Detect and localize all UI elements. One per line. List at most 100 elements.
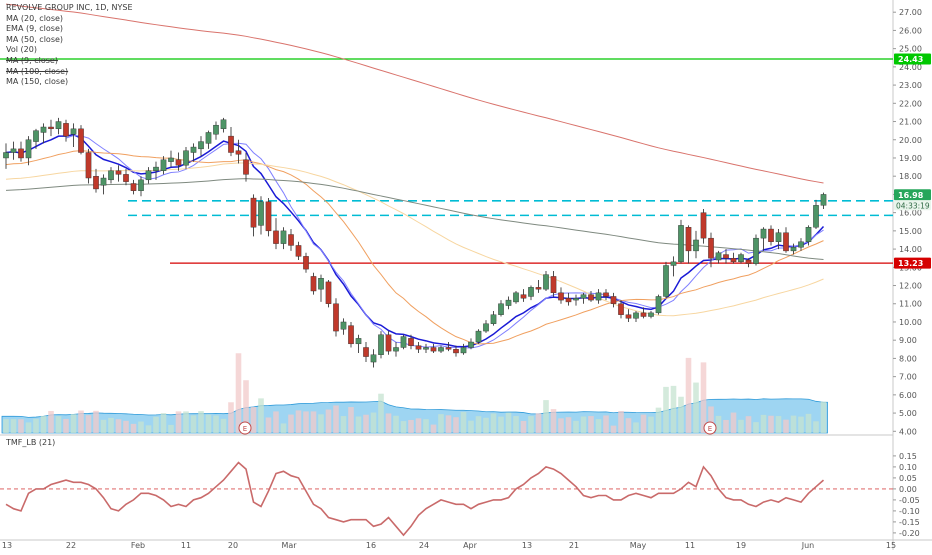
- candle-body[interactable]: [3, 152, 9, 159]
- candle-body[interactable]: [378, 334, 384, 355]
- candle-body[interactable]: [610, 296, 617, 304]
- candle-body[interactable]: [775, 232, 782, 242]
- candle-body[interactable]: [640, 312, 647, 317]
- candle-body[interactable]: [355, 338, 362, 345]
- earnings-marker[interactable]: [703, 421, 717, 435]
- candle-body[interactable]: [595, 292, 602, 301]
- candle-body[interactable]: [363, 347, 369, 357]
- candle-body[interactable]: [423, 347, 429, 350]
- tmf-line[interactable]: [5, 461, 825, 537]
- candle-body[interactable]: [40, 126, 47, 133]
- candle-body[interactable]: [723, 254, 729, 259]
- candle-body[interactable]: [273, 230, 279, 244]
- candle-body[interactable]: [340, 321, 347, 330]
- candle-body[interactable]: [430, 347, 437, 352]
- candle-body[interactable]: [10, 148, 17, 153]
- ma-150-line[interactable]: [5, 3, 824, 184]
- candle-body[interactable]: [633, 312, 639, 319]
- candle-body[interactable]: [738, 254, 744, 263]
- candle-body[interactable]: [535, 287, 542, 290]
- candle-body[interactable]: [333, 303, 339, 332]
- candle-body[interactable]: [655, 296, 662, 314]
- candle-body[interactable]: [543, 274, 549, 290]
- candle-body[interactable]: [198, 141, 204, 150]
- candle-body[interactable]: [663, 265, 669, 297]
- candle-body[interactable]: [370, 354, 377, 363]
- candle-body[interactable]: [580, 294, 587, 299]
- candle-body[interactable]: [280, 230, 287, 244]
- candle-body[interactable]: [565, 298, 572, 303]
- candle-body[interactable]: [295, 245, 302, 257]
- candle-body[interactable]: [768, 228, 774, 242]
- candle-body[interactable]: [78, 128, 84, 153]
- candle-body[interactable]: [70, 128, 77, 135]
- candle-body[interactable]: [258, 201, 264, 226]
- candle-body[interactable]: [618, 303, 624, 315]
- candle-body[interactable]: [745, 259, 752, 264]
- candle-body[interactable]: [558, 292, 564, 301]
- candle-body[interactable]: [228, 135, 234, 153]
- candle-body[interactable]: [220, 119, 227, 130]
- candle-body[interactable]: [63, 123, 69, 137]
- earnings-marker[interactable]: [238, 421, 252, 435]
- candle-body[interactable]: [730, 257, 737, 263]
- candle-body[interactable]: [415, 345, 422, 350]
- candle-body[interactable]: [408, 338, 414, 346]
- candle-body[interactable]: [48, 126, 54, 130]
- candle-body[interactable]: [783, 232, 789, 252]
- candle-body[interactable]: [528, 287, 534, 297]
- legend-ma20[interactable]: MA (20, close): [6, 13, 64, 23]
- candle-body[interactable]: [153, 166, 159, 171]
- candle-body[interactable]: [588, 294, 594, 301]
- candle-body[interactable]: [33, 130, 39, 142]
- candle-body[interactable]: [678, 225, 684, 263]
- ma-50-line[interactable]: [5, 162, 824, 317]
- candle-body[interactable]: [438, 347, 444, 352]
- candle-body[interactable]: [25, 139, 32, 159]
- candle-body[interactable]: [393, 347, 399, 352]
- ema-9-line[interactable]: [5, 133, 825, 348]
- candle-body[interactable]: [130, 183, 137, 191]
- candle-body[interactable]: [453, 349, 459, 354]
- candle-body[interactable]: [445, 347, 452, 350]
- candle-body[interactable]: [100, 177, 107, 186]
- candle-body[interactable]: [303, 256, 309, 270]
- candle-body[interactable]: [505, 299, 512, 306]
- candle-body[interactable]: [670, 261, 677, 266]
- candle-body[interactable]: [325, 281, 332, 304]
- candle-body[interactable]: [243, 159, 249, 175]
- candle-body[interactable]: [520, 294, 527, 299]
- legend-ma150[interactable]: MA (150, close): [6, 77, 69, 87]
- candle-body[interactable]: [138, 179, 144, 191]
- candle-body[interactable]: [468, 341, 474, 348]
- legend-ma50[interactable]: MA (50, close): [6, 34, 64, 44]
- candle-body[interactable]: [820, 194, 827, 206]
- candle-body[interactable]: [288, 234, 294, 246]
- candle-body[interactable]: [265, 201, 272, 232]
- candle-body[interactable]: [175, 159, 182, 166]
- candle-body[interactable]: [648, 312, 654, 317]
- ma-9-line[interactable]: [65, 134, 824, 349]
- candle-body[interactable]: [235, 150, 242, 155]
- candle-body[interactable]: [18, 148, 24, 159]
- candle-body[interactable]: [115, 170, 122, 175]
- candle-body[interactable]: [490, 314, 497, 324]
- candle-body[interactable]: [625, 314, 632, 319]
- candle-body[interactable]: [160, 159, 167, 171]
- candle-body[interactable]: [310, 276, 317, 292]
- candle-body[interactable]: [190, 146, 197, 153]
- candle-body[interactable]: [348, 325, 354, 345]
- candle-body[interactable]: [213, 124, 219, 135]
- legend-ma9[interactable]: MA (9, close): [6, 55, 58, 65]
- candle-body[interactable]: [475, 330, 482, 343]
- candle-body[interactable]: [85, 152, 92, 179]
- candle-body[interactable]: [603, 292, 609, 297]
- candle-body[interactable]: [498, 303, 504, 315]
- candle-body[interactable]: [108, 170, 114, 181]
- candle-body[interactable]: [715, 252, 722, 261]
- candle-body[interactable]: [700, 212, 707, 239]
- candle-body[interactable]: [250, 197, 257, 228]
- tmf-legend[interactable]: TMF_LB (21): [6, 438, 56, 447]
- candle-body[interactable]: [460, 347, 467, 354]
